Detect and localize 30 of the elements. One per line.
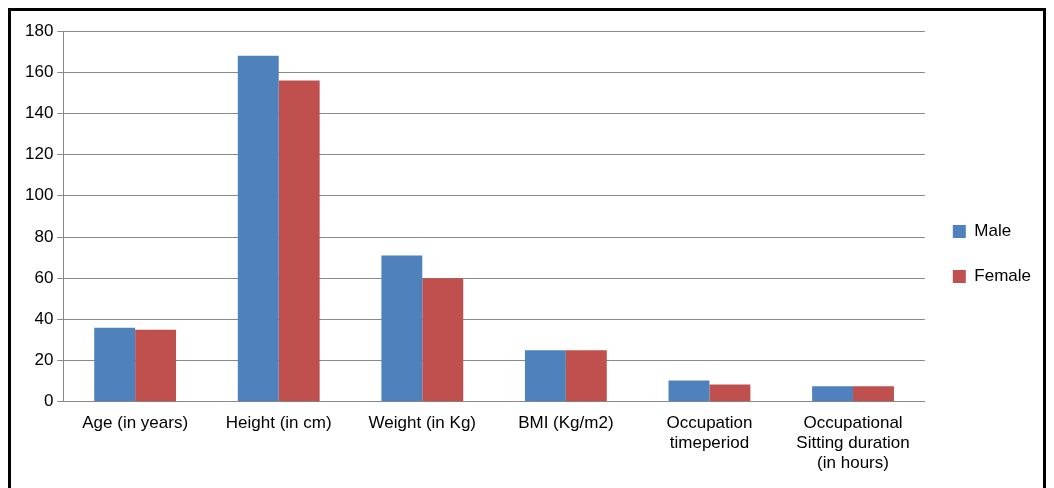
y-tick-label: 100: [24, 185, 54, 205]
bar: [668, 380, 710, 402]
bar: [94, 327, 136, 402]
x-tick-label: Age (in years): [82, 412, 189, 432]
bar: [237, 55, 279, 402]
y-tick-label: 0: [43, 391, 54, 411]
bar: [381, 255, 423, 402]
y-tick-label: 20: [34, 350, 54, 370]
bar: [709, 384, 751, 402]
bar: [524, 350, 566, 402]
bar: [422, 278, 464, 402]
x-tick-label: Occupational Sitting duration (in hours): [796, 412, 910, 473]
x-tick-label: Height (in cm): [225, 412, 332, 432]
bar: [135, 329, 177, 402]
bar: [565, 350, 607, 402]
y-tick-label: 60: [34, 267, 54, 287]
x-tick-label: Weight (in Kg): [368, 412, 476, 432]
y-tick-label: 120: [24, 144, 54, 164]
y-tick-label: 40: [34, 309, 54, 329]
x-tick-label: Occupation timeperiod: [666, 412, 753, 453]
bar: [812, 386, 854, 402]
legend-label: Female: [974, 266, 1031, 286]
bar: [853, 386, 894, 402]
y-tick-label: 80: [34, 226, 54, 246]
legend-label: Male: [974, 221, 1012, 241]
bar: [278, 80, 320, 402]
x-tick-label: BMI (Kg/m2): [518, 412, 614, 432]
y-tick-label: 160: [24, 61, 54, 81]
y-tick-label: 140: [24, 103, 54, 123]
y-tick-label: 180: [24, 20, 54, 40]
